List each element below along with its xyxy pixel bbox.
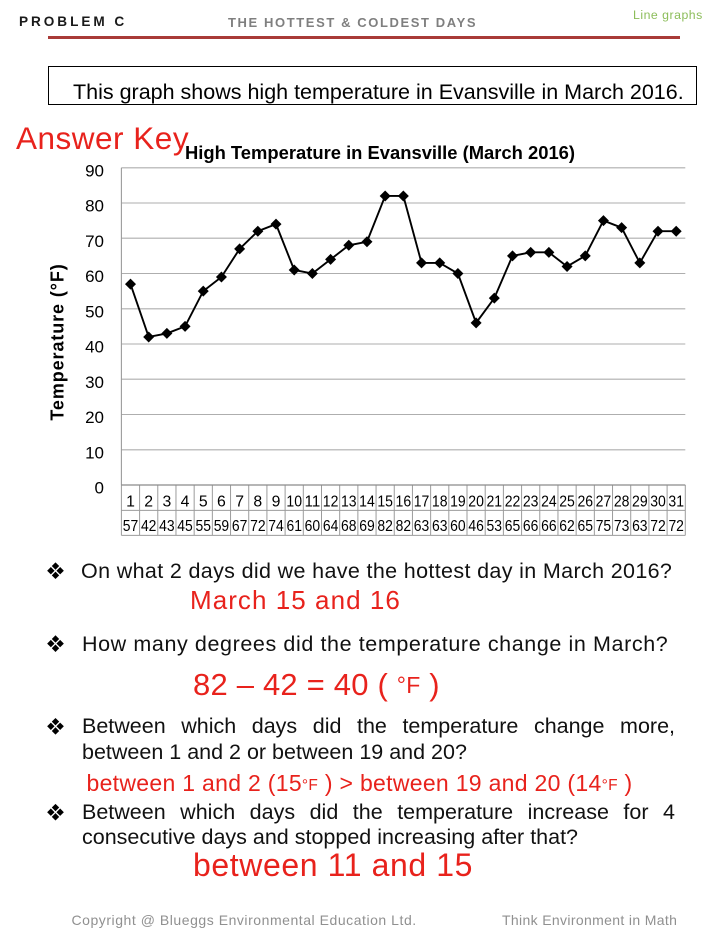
svg-text:75: 75 (596, 518, 612, 535)
svg-text:53: 53 (487, 518, 503, 535)
svg-text:14: 14 (359, 494, 375, 511)
svg-text:30: 30 (650, 494, 666, 511)
svg-text:60: 60 (85, 267, 104, 286)
svg-text:82: 82 (377, 518, 393, 535)
svg-text:46: 46 (468, 518, 484, 535)
svg-text:2: 2 (144, 494, 153, 511)
svg-text:9: 9 (272, 494, 281, 511)
svg-text:6: 6 (217, 494, 226, 511)
svg-text:30: 30 (85, 373, 104, 392)
svg-text:68: 68 (341, 518, 357, 535)
svg-text:72: 72 (250, 518, 266, 535)
svg-text:65: 65 (505, 518, 521, 535)
svg-text:55: 55 (196, 518, 212, 535)
svg-text:25: 25 (559, 494, 575, 511)
svg-text:67: 67 (232, 518, 248, 535)
svg-text:59: 59 (214, 518, 230, 535)
svg-text:12: 12 (323, 494, 339, 511)
svg-text:28: 28 (614, 494, 630, 511)
svg-text:61: 61 (286, 518, 302, 535)
svg-text:90: 90 (85, 161, 104, 180)
svg-text:0: 0 (95, 479, 104, 498)
svg-text:72: 72 (668, 518, 684, 535)
svg-text:21: 21 (487, 494, 503, 511)
svg-text:66: 66 (523, 518, 539, 535)
svg-text:57: 57 (123, 518, 139, 535)
svg-text:72: 72 (650, 518, 666, 535)
svg-text:7: 7 (235, 494, 244, 511)
svg-text:63: 63 (432, 518, 448, 535)
svg-text:62: 62 (559, 518, 575, 535)
svg-text:82: 82 (396, 518, 412, 535)
svg-text:69: 69 (359, 518, 375, 535)
svg-text:19: 19 (450, 494, 466, 511)
svg-text:66: 66 (541, 518, 557, 535)
svg-text:22: 22 (505, 494, 521, 511)
svg-text:10: 10 (286, 494, 302, 511)
svg-text:26: 26 (577, 494, 593, 511)
svg-text:8: 8 (253, 494, 262, 511)
svg-text:Temperature (°F): Temperature (°F) (48, 263, 68, 420)
svg-text:60: 60 (450, 518, 466, 535)
svg-text:18: 18 (432, 494, 448, 511)
svg-text:29: 29 (632, 494, 648, 511)
svg-text:70: 70 (85, 232, 104, 251)
svg-text:74: 74 (268, 518, 284, 535)
svg-text:50: 50 (85, 302, 104, 321)
svg-text:4: 4 (181, 494, 190, 511)
svg-text:80: 80 (85, 197, 104, 216)
svg-text:10: 10 (85, 443, 104, 462)
svg-text:15: 15 (377, 494, 393, 511)
svg-text:40: 40 (85, 338, 104, 357)
svg-text:23: 23 (523, 494, 539, 511)
svg-text:24: 24 (541, 494, 557, 511)
svg-text:1: 1 (126, 494, 135, 511)
svg-text:65: 65 (578, 518, 594, 535)
svg-text:11: 11 (305, 494, 321, 511)
svg-text:20: 20 (468, 494, 484, 511)
svg-text:5: 5 (199, 494, 208, 511)
svg-text:63: 63 (414, 518, 430, 535)
svg-text:16: 16 (396, 494, 412, 511)
svg-text:27: 27 (596, 494, 612, 511)
svg-text:31: 31 (668, 494, 684, 511)
svg-text:43: 43 (159, 518, 175, 535)
svg-text:20: 20 (85, 408, 104, 427)
svg-text:60: 60 (305, 518, 321, 535)
svg-text:3: 3 (162, 494, 171, 511)
svg-text:High Temperature in Evansville: High Temperature in Evansville (March 20… (185, 142, 575, 163)
svg-text:13: 13 (341, 494, 357, 511)
svg-text:73: 73 (614, 518, 630, 535)
svg-text:64: 64 (323, 518, 339, 535)
svg-text:42: 42 (141, 518, 157, 535)
svg-text:17: 17 (414, 494, 430, 511)
svg-text:45: 45 (177, 518, 193, 535)
svg-text:63: 63 (632, 518, 648, 535)
